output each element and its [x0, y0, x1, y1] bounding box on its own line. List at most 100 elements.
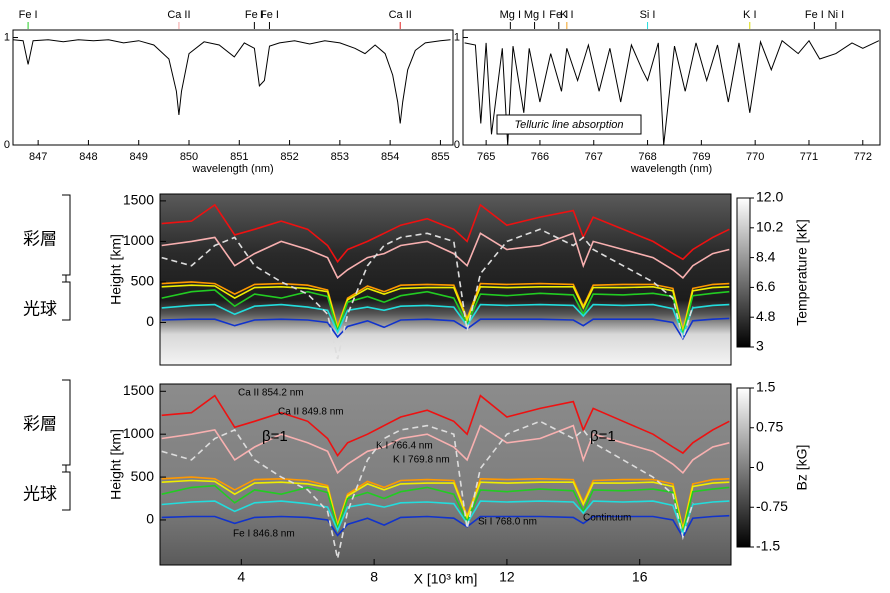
series-label: Ca II 849.8 nm [278, 407, 344, 418]
series-label: Continuum [583, 513, 631, 524]
y-tick-label: 1000 [123, 425, 154, 441]
annotation-label: Fe I [260, 9, 279, 21]
x-tick-label: 767 [585, 151, 603, 163]
annotation-label: Fe I [549, 9, 568, 21]
height-line [161, 303, 730, 338]
annotation-label: Ca II [167, 9, 190, 21]
x-tick-label: 769 [692, 151, 710, 163]
height-line [161, 394, 730, 458]
x-axis-title: wavelength (nm) [191, 163, 273, 175]
x-tick-label: 768 [638, 151, 656, 163]
height-line [161, 289, 730, 338]
overlay [161, 394, 730, 559]
colorbar-tick-label: 12.0 [756, 189, 783, 205]
annotation-label: K I [743, 9, 756, 21]
y-tick-label: 0 [454, 139, 460, 151]
height-line [161, 424, 730, 475]
height-line [161, 232, 730, 280]
colorbar-tick-label: 1.5 [756, 379, 776, 395]
height-line [161, 514, 730, 539]
x-tick-label: 853 [331, 151, 349, 163]
x-tick-label: 851 [230, 151, 248, 163]
x-tick-label: 765 [477, 151, 495, 163]
colorbar-tick-label: 3 [756, 338, 764, 354]
series-label: Ca II 854.2 nm [238, 388, 304, 399]
y-tick-label: 500 [131, 273, 155, 289]
series-label: K I 766.4 nm [376, 441, 433, 452]
spectrum-line [12, 39, 451, 124]
height-line [161, 281, 730, 331]
y-tick-label: 1000 [123, 232, 154, 248]
x-axis-title: wavelength (nm) [630, 163, 712, 175]
note: Telluric line absorption [514, 119, 623, 131]
x-tick-label: 855 [431, 151, 449, 163]
height-line [161, 476, 730, 529]
layer-label: 光球 [23, 484, 57, 503]
y-axis-title: Height [km] [108, 234, 124, 305]
layer-label: 彩層 [23, 229, 57, 248]
colorbar-tick-label: 0 [756, 458, 764, 474]
x-tick-label: 8 [370, 569, 378, 585]
height-line [161, 420, 694, 559]
plot-frame [159, 193, 732, 366]
x-axis-title: X [10³ km] [414, 571, 478, 587]
colorbar-title: Temperature [kK] [794, 219, 810, 326]
series-label: K I 769.8 nm [393, 455, 450, 466]
x-tick-label: 848 [79, 151, 97, 163]
colorbar-title: Bz [kG] [794, 445, 810, 491]
colorbar-tick-label: 8.4 [756, 248, 776, 264]
annotation-label: Fe I [245, 9, 264, 21]
annotation-label: Fe I [19, 9, 38, 21]
y-tick-label: 0 [146, 313, 154, 329]
x-tick-label: 847 [29, 151, 47, 163]
y-tick-label: 1500 [123, 192, 154, 208]
colorbar-tick-label: -1.5 [756, 538, 780, 554]
series-label: Fe I 846.8 nm [233, 529, 295, 540]
spectrum-line [464, 39, 880, 146]
x-tick-label: 850 [180, 151, 198, 163]
colorbar-tick-label: -0.75 [756, 498, 788, 514]
x-tick-label: 766 [531, 151, 549, 163]
y-tick-label: 1 [4, 31, 10, 43]
beta-label: β=1 [590, 428, 616, 445]
note-box [496, 114, 642, 135]
x-tick-label: 771 [800, 151, 818, 163]
x-tick-label: 772 [854, 151, 872, 163]
layer-label: 光球 [23, 299, 57, 318]
x-tick-label: 16 [632, 569, 648, 585]
annotation-label: Mg I [524, 9, 545, 21]
map-image [160, 194, 731, 365]
plot-frame [159, 383, 732, 566]
y-tick-label: 1500 [123, 382, 154, 398]
y-tick-label: 0 [146, 511, 154, 527]
height-line [161, 284, 730, 333]
annotation-label: Mg I [500, 9, 521, 21]
map-image [160, 384, 731, 565]
colorbar-tick-label: 10.2 [756, 219, 783, 235]
annotation-label: Ca II [389, 9, 412, 21]
layer-label: 彩層 [23, 414, 57, 433]
height-line [161, 203, 730, 264]
overlay [161, 203, 730, 360]
colorbar [736, 197, 751, 348]
beta-label: β=1 [262, 428, 288, 445]
colorbar-tick-label: 6.6 [756, 278, 776, 294]
colorbar [736, 387, 751, 548]
y-tick-label: 500 [131, 468, 155, 484]
series-label: Si I 768.0 nm [478, 517, 537, 528]
height-line [161, 484, 730, 533]
x-tick-label: 852 [280, 151, 298, 163]
colorbar-tick-label: 4.8 [756, 308, 776, 324]
x-tick-label: 4 [237, 569, 245, 585]
plot-frame [12, 29, 454, 146]
annotation-label: Si I [640, 9, 656, 21]
x-tick-label: 854 [381, 151, 399, 163]
y-tick-label: 0 [4, 139, 10, 151]
x-tick-label: 849 [130, 151, 148, 163]
y-tick-label: 1 [454, 31, 460, 43]
annotation-label: Ni I [828, 9, 845, 21]
height-line [161, 500, 730, 537]
height-line [161, 317, 730, 341]
height-line [161, 228, 694, 360]
